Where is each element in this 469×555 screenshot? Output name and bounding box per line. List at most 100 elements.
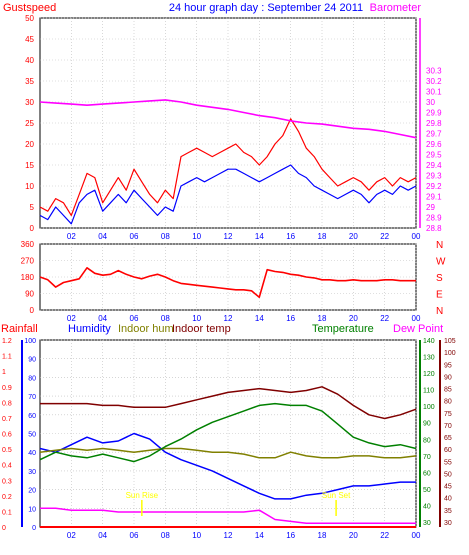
humidity-xtick-06: 06	[130, 531, 139, 540]
series-gustspeed	[39, 118, 417, 216]
direction-xtick-14: 14	[255, 314, 264, 323]
baro-ytick-29.7: 29.7	[426, 130, 442, 139]
dew-ytick-100: 100	[444, 350, 456, 357]
humidity-xtick-04: 04	[98, 531, 107, 540]
humidity-xtick-14: 14	[255, 531, 264, 540]
wind-xtick-00: 00	[412, 232, 421, 241]
baro-ytick-29.3: 29.3	[426, 172, 442, 181]
dir-ytick-180: 180	[21, 273, 35, 282]
dew-ytick-70: 70	[444, 423, 452, 430]
series-temperature	[39, 402, 417, 463]
dew-ytick-35: 35	[444, 508, 452, 515]
rain-ytick-0.1: 0.1	[2, 509, 12, 516]
wind-xtick-16: 16	[286, 232, 295, 241]
hum-ytick-30: 30	[28, 469, 36, 476]
gust-ytick-30: 30	[25, 98, 34, 107]
dew-point-legend-label: Dew Point	[393, 323, 443, 335]
direction-xtick-00: 00	[412, 314, 421, 323]
rain-ytick-1.1: 1.1	[2, 354, 12, 361]
dew-ytick-50: 50	[444, 471, 452, 478]
wind-xtick-08: 08	[161, 232, 170, 241]
hum-ytick-40: 40	[28, 450, 36, 457]
humidity-xtick-12: 12	[224, 531, 233, 540]
dew-ytick-75: 75	[444, 411, 452, 418]
dew-ytick-95: 95	[444, 362, 452, 369]
direction-xtick-16: 16	[286, 314, 295, 323]
baro-ytick-29.6: 29.6	[426, 140, 442, 149]
direction-xtick-04: 04	[98, 314, 107, 323]
direction-xtick-20: 20	[349, 314, 358, 323]
baro-ytick-28.9: 28.9	[426, 214, 442, 223]
compass-label-3: E	[436, 290, 443, 301]
gust-ytick-5: 5	[30, 203, 35, 212]
hum-ytick-60: 60	[28, 413, 36, 420]
humidity-xtick-16: 16	[286, 531, 295, 540]
wind-xtick-12: 12	[224, 232, 233, 241]
temp-ytick-90: 90	[423, 421, 431, 428]
baro-ytick-29.9: 29.9	[426, 109, 442, 118]
temp-ytick-110: 110	[423, 388, 434, 395]
dir-ytick-90: 90	[25, 290, 34, 299]
dew-ytick-55: 55	[444, 459, 452, 466]
dew-ytick-30: 30	[444, 520, 452, 527]
hum-ytick-0: 0	[32, 525, 36, 532]
gust-ytick-40: 40	[25, 56, 34, 65]
wind-xtick-20: 20	[349, 232, 358, 241]
wind-xtick-10: 10	[192, 232, 201, 241]
rain-ytick-0.8: 0.8	[2, 400, 12, 407]
wind-xtick-06: 06	[130, 232, 139, 241]
compass-label-4: N	[436, 306, 443, 317]
gust-ytick-25: 25	[25, 119, 34, 128]
compass-label-0: N	[436, 240, 443, 251]
direction-xtick-08: 08	[161, 314, 170, 323]
temp-ytick-60: 60	[423, 470, 431, 477]
wind-xtick-04: 04	[98, 232, 107, 241]
temperature-legend-label: Temperature	[312, 323, 374, 335]
gust-ytick-45: 45	[25, 35, 34, 44]
dir-ytick-0: 0	[30, 306, 35, 315]
humidity-xtick-20: 20	[349, 531, 358, 540]
baro-ytick-28.8: 28.8	[426, 224, 442, 233]
compass-label-2: S	[436, 273, 443, 284]
dew-ytick-90: 90	[444, 374, 452, 381]
baro-ytick-29.2: 29.2	[426, 182, 442, 191]
baro-ytick-30.2: 30.2	[426, 77, 442, 86]
temp-ytick-140: 140	[423, 338, 435, 345]
series-wind-direction	[39, 266, 416, 299]
temp-ytick-40: 40	[423, 503, 431, 510]
series-barometer	[39, 99, 417, 139]
rain-ytick-0.5: 0.5	[2, 447, 12, 454]
temp-ytick-100: 100	[423, 404, 435, 411]
direction-xtick-10: 10	[192, 314, 201, 323]
hum-ytick-20: 20	[28, 488, 36, 495]
baro-ytick-30.1: 30.1	[426, 88, 442, 97]
humidity-xtick-02: 02	[67, 531, 76, 540]
rain-ytick-0.9: 0.9	[2, 385, 12, 392]
baro-ytick-29.5: 29.5	[426, 151, 442, 160]
temp-ytick-50: 50	[423, 487, 431, 494]
dew-ytick-60: 60	[444, 447, 452, 454]
rain-ytick-0: 0	[2, 525, 6, 532]
dew-ytick-105: 105	[444, 338, 456, 345]
compass-label-1: W	[436, 257, 446, 268]
gust-ytick-20: 20	[25, 140, 34, 149]
direction-xtick-12: 12	[224, 314, 233, 323]
direction-xtick-22: 22	[380, 314, 389, 323]
baro-ytick-29.4: 29.4	[426, 161, 442, 170]
direction-xtick-02: 02	[67, 314, 76, 323]
rain-ytick-0.3: 0.3	[2, 478, 12, 485]
gust-ytick-0: 0	[30, 224, 35, 233]
dew-ytick-45: 45	[444, 484, 452, 491]
humidity-legend-label: Humidity	[68, 323, 111, 335]
chart-title: 24 hour graph day : September 24 2011	[169, 2, 363, 14]
gust-ytick-35: 35	[25, 77, 34, 86]
temp-ytick-120: 120	[423, 371, 435, 378]
hum-ytick-70: 70	[28, 394, 36, 401]
gust-ytick-15: 15	[25, 161, 34, 170]
baro-ytick-30.3: 30.3	[426, 67, 442, 76]
dew-ytick-85: 85	[444, 387, 452, 394]
wind-xtick-18: 18	[318, 232, 327, 241]
gust-ytick-10: 10	[25, 182, 34, 191]
series-windspeed	[39, 164, 417, 225]
wind-xtick-14: 14	[255, 232, 264, 241]
